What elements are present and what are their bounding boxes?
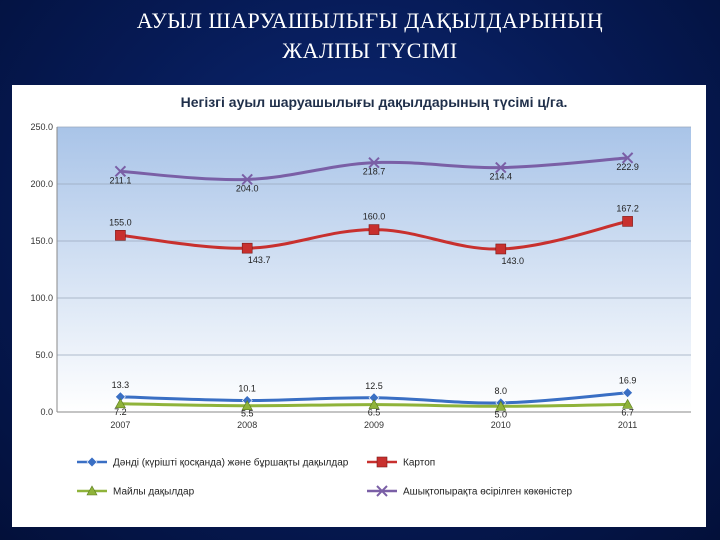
slide-title-line1: АУЫЛ ШАРУАШЫЛЫҒЫ ДАҚЫЛДАРЫНЫҢ [136, 8, 604, 33]
legend-label: Ашықтопырақта өсірілген көкөністер [403, 487, 573, 498]
legend-marker [86, 485, 98, 496]
data-label: 7.2 [114, 407, 127, 417]
data-point [622, 387, 634, 399]
data-label: 143.7 [248, 255, 271, 265]
data-point [495, 243, 507, 255]
series-2: 155.0 143.7 160.0 143.0 167.2 [109, 203, 639, 266]
data-point [114, 398, 126, 409]
data-label: 218.7 [363, 167, 386, 177]
data-label: 12.5 [365, 381, 383, 391]
data-point [495, 161, 507, 174]
series-1: 13.3 10.1 12.5 8.0 16.9 [112, 376, 637, 409]
x-tick-label: 2008 [237, 420, 257, 430]
legend: Дәнді (күріштi қосқанда) және бұршақты д… [77, 457, 573, 498]
x-tick-label: 2011 [618, 420, 637, 430]
data-label: 5.0 [495, 409, 508, 419]
data-point [114, 165, 127, 178]
series-3: 7.2 5.5 6.5 5.0 6.7 [114, 398, 634, 419]
data-point [622, 216, 633, 227]
y-tick-label: 200.0 [30, 179, 53, 189]
legend-item: Дәнді (күріштi қосқанда) және бұршақты д… [77, 457, 349, 469]
data-label: 8.0 [495, 386, 508, 396]
legend-item: Майлы дақылдар [77, 485, 195, 498]
data-label: 143.0 [502, 256, 525, 266]
data-label: 211.1 [109, 175, 131, 185]
data-point [115, 230, 126, 241]
slide-title: АУЫЛ ШАРУАШЫЛЫҒЫ ДАҚЫЛДАРЫНЫҢ ЖАЛПЫ ТҮСІ… [90, 6, 650, 66]
x-tick-label: 2007 [110, 420, 130, 430]
data-label: 214.4 [490, 172, 513, 182]
data-point [368, 156, 380, 169]
axes: 0.0 50.0 100.0 150.0 200.0 250.0 2007 2008 2009 2… [30, 122, 691, 430]
legend-label: Картоп [403, 458, 435, 469]
legend-item: Картоп [367, 456, 435, 469]
legend-marker [376, 485, 388, 497]
y-tick-label: 150.0 [30, 236, 53, 246]
y-tick-label: 50.0 [35, 350, 53, 360]
data-label: 222.9 [616, 162, 639, 172]
slide-title-line2: ЖАЛПЫ ТҮСІМІ [282, 38, 458, 63]
y-tick-label: 100.0 [30, 293, 53, 303]
data-label: 5.5 [241, 409, 254, 419]
data-point [241, 242, 253, 254]
y-tick-label: 250.0 [30, 122, 53, 132]
data-point [622, 398, 634, 409]
data-label: 160.0 [363, 212, 386, 222]
data-point [621, 152, 634, 164]
data-label: 6.5 [368, 408, 381, 418]
data-label: 155.0 [109, 217, 132, 227]
legend-marker [86, 456, 98, 468]
data-point [241, 400, 253, 411]
data-point [368, 224, 380, 235]
series-layer: 13.3 10.1 12.58.016.9155.0143.7160.0143.01… [109, 152, 639, 419]
legend-label: Дәнді (күріштi қосқанда) және бұршақты д… [113, 457, 349, 469]
legend-item: Ашықтопырақта өсірілген көкөністер [367, 485, 573, 498]
data-label: 204.0 [236, 183, 259, 193]
series-4: 211.1 204.0 218.7 214.4 222.9 [109, 152, 639, 193]
data-label: 10.1 [238, 383, 256, 393]
legend-marker [376, 456, 388, 468]
y-tick-label: 0.0 [40, 407, 53, 417]
data-point [495, 400, 507, 411]
x-tick-label: 2009 [364, 420, 384, 430]
data-label: 13.3 [112, 380, 130, 390]
x-tick-label: 2010 [491, 420, 511, 430]
chart-title: Негізгі ауыл шаруашылығы дақылдарының тү… [181, 94, 568, 110]
data-point [241, 173, 253, 186]
chart-panel: Негізгі ауыл шаруашылығы дақылдарының тү… [12, 85, 706, 527]
line-chart: Негізгі ауыл шаруашылығы дақылдарының тү… [30, 94, 691, 498]
legend-label: Майлы дақылдар [113, 487, 195, 498]
data-label: 16.9 [619, 376, 637, 386]
data-label: 6.7 [621, 407, 634, 417]
data-label: 167.2 [616, 203, 639, 213]
data-point [368, 398, 380, 409]
